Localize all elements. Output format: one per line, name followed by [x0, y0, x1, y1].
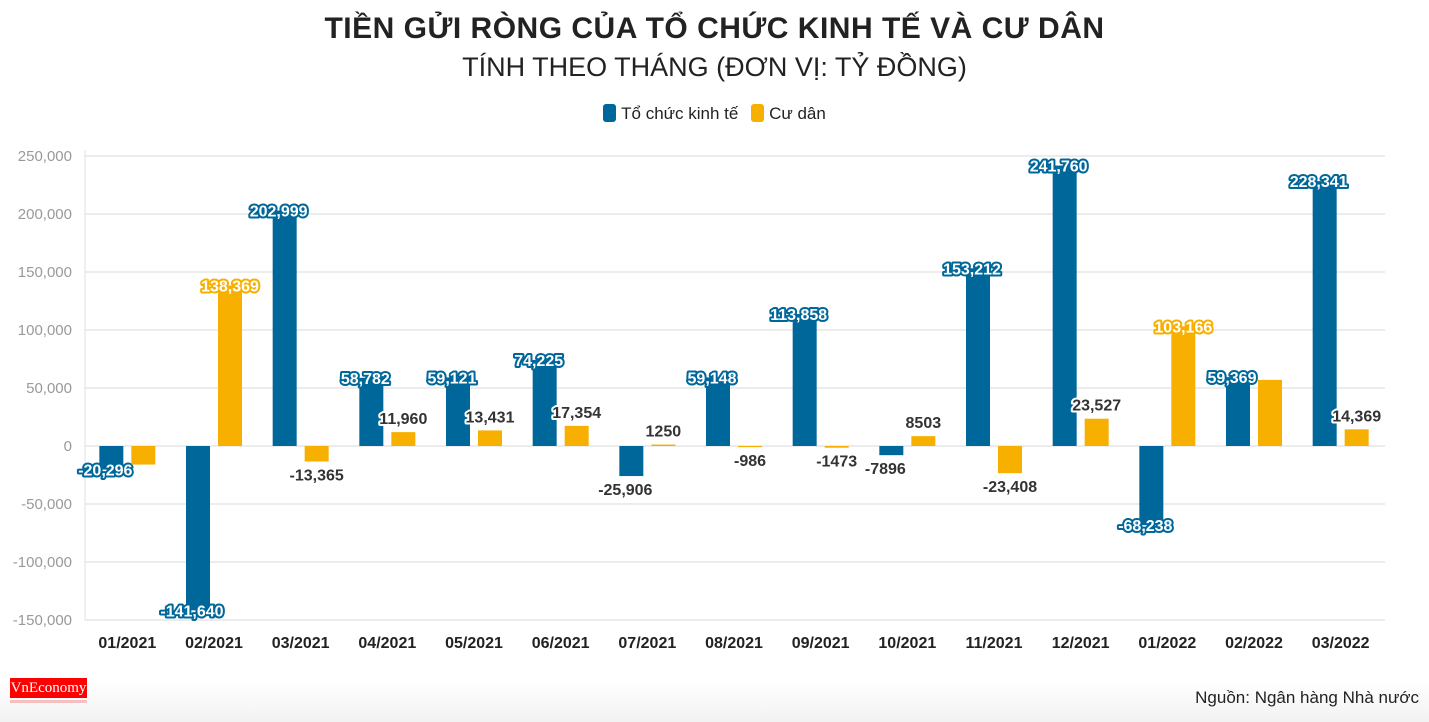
y-tick-label: 150,000	[18, 264, 72, 281]
data-label: 59,148	[688, 370, 737, 387]
data-label: 23,527	[1072, 398, 1121, 415]
x-tick-label: 07/2021	[618, 635, 676, 652]
legend-label: Cư dân	[769, 104, 826, 123]
data-label: 59,121	[428, 370, 477, 387]
vneconomy-logo: VnEconomy	[10, 678, 87, 698]
bar-cu-dan	[218, 285, 242, 446]
data-label: 11,960	[379, 411, 427, 428]
x-tick-label: 02/2021	[185, 635, 243, 652]
bar-cu-dan	[304, 446, 329, 462]
bar-to-chuc	[966, 268, 990, 446]
bar-to-chuc	[532, 359, 557, 446]
logo-tagline	[10, 700, 87, 703]
y-tick-label: 50,000	[26, 380, 72, 397]
x-tick-label: 11/2021	[966, 635, 1023, 652]
bar-to-chuc	[186, 446, 210, 611]
x-tick-label: 08/2021	[705, 635, 763, 652]
x-tick-label: 10/2021	[878, 635, 936, 652]
bar-to-chuc	[1139, 446, 1164, 526]
legend-item-to-chuc: Tổ chức kinh tế	[603, 104, 738, 123]
legend-swatch	[751, 104, 765, 122]
y-tick-label: -50,000	[21, 496, 72, 513]
data-label: -141,640	[160, 603, 223, 620]
data-label: 202,999	[250, 204, 308, 221]
x-tick-label: 05/2021	[445, 635, 503, 652]
data-label: 241,760	[1030, 159, 1088, 176]
x-tick-label: 06/2021	[532, 635, 590, 652]
data-label: 59,369	[1208, 370, 1257, 387]
x-tick-label: 04/2021	[358, 635, 416, 652]
bar-to-chuc	[272, 210, 297, 446]
bar-to-chuc	[359, 377, 384, 446]
data-label: 103,166	[1154, 319, 1212, 336]
bar-cu-dan	[651, 444, 676, 446]
bar-to-chuc	[1312, 181, 1337, 446]
data-label: -13,365	[290, 468, 344, 485]
bar-cu-dan	[131, 446, 156, 465]
legend-swatch	[603, 104, 617, 122]
data-label: 138,369	[201, 278, 259, 295]
data-label: 1250	[646, 424, 682, 441]
bar-cu-dan	[391, 432, 416, 446]
data-label: -20,296	[78, 463, 132, 480]
data-label: -23,408	[983, 479, 1037, 496]
bar-cu-dan	[1258, 379, 1282, 446]
bar-to-chuc	[1226, 377, 1250, 446]
data-label: -986	[734, 453, 766, 470]
bar-cu-dan	[1171, 326, 1196, 446]
data-label: 14,369	[1332, 408, 1381, 425]
x-tick-label: 03/2021	[272, 635, 330, 652]
bar-to-chuc	[446, 377, 470, 446]
y-tick-label: 0	[64, 438, 72, 455]
y-tick-label: 100,000	[18, 322, 72, 339]
data-label: -25,906	[598, 482, 652, 499]
data-label: -68,238	[1118, 518, 1172, 535]
data-label: 113,858	[770, 307, 827, 324]
footer-background	[0, 682, 1429, 722]
data-label: 13,431	[466, 409, 515, 426]
data-label: -7896	[865, 461, 906, 478]
data-label: 58,782	[341, 371, 390, 388]
data-label: 8503	[906, 415, 942, 432]
bar-cu-dan	[564, 425, 589, 446]
data-label: 228,341	[1290, 174, 1348, 191]
x-tick-label: 03/2022	[1312, 635, 1370, 652]
bar-cu-dan	[738, 446, 762, 448]
x-tick-label: 01/2021	[98, 635, 156, 652]
legend-item-cu-dan: Cư dân	[751, 104, 826, 123]
y-tick-label: -150,000	[13, 612, 72, 629]
data-label: -1473	[816, 454, 857, 471]
legend: Tổ chức kinh tế Cư dân	[0, 104, 1429, 124]
y-tick-label: 250,000	[18, 148, 72, 165]
chart-title: TIỀN GỬI RÒNG CỦA TỔ CHỨC KINH TẾ VÀ CƯ …	[324, 12, 1105, 45]
source-note: Nguồn: Ngân hàng Nhà nước	[1195, 688, 1419, 707]
chart-subtitle: TÍNH THEO THÁNG (ĐƠN VỊ: TỶ ĐỒNG)	[462, 52, 967, 82]
data-label: 153,212	[943, 261, 1001, 278]
bar-to-chuc	[879, 446, 904, 456]
bar-to-chuc	[99, 446, 124, 470]
data-label: 74,225	[514, 353, 563, 370]
y-tick-label: -100,000	[13, 554, 72, 571]
legend-label: Tổ chức kinh tế	[621, 104, 739, 123]
bar-to-chuc	[706, 377, 730, 446]
bar-cu-dan	[478, 430, 502, 446]
bar-to-chuc	[1052, 165, 1077, 446]
x-tick-label: 01/2022	[1138, 635, 1196, 652]
x-tick-label: 09/2021	[792, 635, 850, 652]
bar-to-chuc	[619, 446, 644, 477]
data-label: 17,354	[552, 405, 601, 422]
y-tick-label: 200,000	[18, 206, 72, 223]
bar-cu-dan	[911, 436, 936, 446]
bar-cu-dan	[1344, 429, 1369, 446]
bar-to-chuc	[792, 313, 817, 446]
bar-cu-dan	[1084, 418, 1109, 446]
x-tick-label: 12/2021	[1052, 635, 1110, 652]
bar-cu-dan	[824, 446, 849, 448]
x-tick-label: 02/2022	[1225, 635, 1283, 652]
bar-cu-dan	[998, 446, 1022, 474]
